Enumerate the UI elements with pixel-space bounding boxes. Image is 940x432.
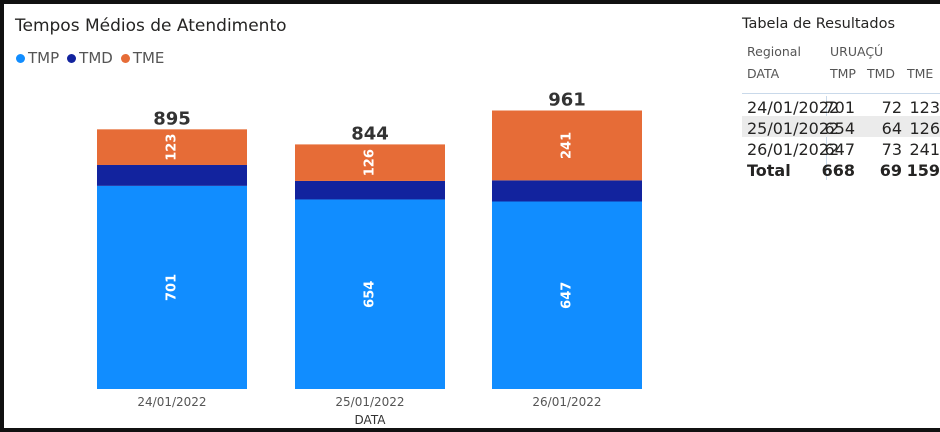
data-label: 654 — [363, 281, 378, 308]
cell-tmp: 647 — [824, 140, 855, 159]
header-regional-label: Regional — [747, 44, 801, 59]
cell-total-label: Total — [747, 161, 791, 180]
cell-tmd: 73 — [881, 140, 902, 159]
legend-dot-icon — [120, 53, 130, 63]
x-tick-label: 24/01/2022 — [137, 395, 206, 409]
bar-segment-tmp[interactable] — [97, 185, 247, 389]
cell-date: 25/01/2022 — [747, 119, 840, 138]
chart-title: Tempos Médios de Atendimento — [15, 16, 287, 36]
legend-item-tmp[interactable]: TMP — [16, 49, 59, 67]
legend-label: TMP — [28, 49, 60, 67]
legend-label: TMD — [79, 49, 113, 67]
data-label: 241 — [560, 132, 575, 159]
header-date-label: DATA — [747, 66, 780, 81]
bar-segment-tme[interactable] — [295, 144, 445, 181]
data-label: 647 — [560, 282, 575, 309]
cell-tme: 159 — [906, 161, 940, 180]
bar-segment-tmd[interactable] — [295, 180, 445, 200]
table-row[interactable]: 24/01/2022 701 72 123 — [742, 95, 940, 117]
x-tick-label: 25/01/2022 — [335, 395, 404, 409]
data-label: 123 — [165, 134, 180, 161]
cell-date: 24/01/2022 — [747, 98, 840, 117]
data-label: 126 — [363, 149, 378, 176]
table-divider — [742, 93, 940, 94]
cell-tme: 123 — [909, 98, 940, 117]
bar-segment-tme[interactable] — [97, 129, 247, 165]
table-title: Tabela de Resultados — [742, 16, 896, 32]
x-tick-label: 26/01/2022 — [532, 395, 601, 409]
column-header-tmd[interactable]: TMD — [867, 66, 896, 81]
header-regional-value: URUAÇÚ — [830, 44, 884, 59]
bar-segment-tmd[interactable] — [492, 180, 642, 202]
column-header-tme[interactable]: TME — [907, 66, 934, 81]
cell-tmd: 64 — [881, 119, 902, 138]
bar-segment-tmp[interactable] — [295, 199, 445, 389]
cell-tmd: 69 — [879, 161, 902, 180]
legend-item-tme[interactable]: TME — [120, 49, 165, 67]
legend-item-tmd[interactable]: TMD — [67, 49, 113, 67]
cell-tmp: 701 — [824, 98, 855, 117]
results-table: Tabela de Resultados Regional URUAÇÚ DAT… — [742, 16, 940, 180]
bar-segment-tmp[interactable] — [492, 201, 642, 389]
legend-dot-icon — [67, 53, 77, 63]
cell-tme: 126 — [909, 119, 940, 138]
chart-legend: TMP TMD TME — [16, 49, 164, 67]
legend-label: TME — [132, 49, 165, 67]
column-header-tmp[interactable]: TMP — [830, 66, 856, 81]
table-row[interactable]: 25/01/2022 654 64 126 — [742, 116, 940, 138]
cell-date: 26/01/2022 — [747, 140, 840, 159]
bar-segment-tmd[interactable] — [97, 164, 247, 186]
table-row[interactable]: 26/01/2022 647 73 241 — [742, 137, 940, 159]
cell-tme: 241 — [909, 140, 940, 159]
total-label: 844 — [351, 123, 389, 144]
table-total-row[interactable]: Total 668 69 159 — [742, 158, 940, 180]
x-axis-title: DATA — [355, 413, 387, 427]
legend-dot-icon — [16, 53, 25, 63]
table-divider — [826, 96, 827, 180]
cell-tmd: 72 — [881, 98, 902, 117]
total-label: 895 — [153, 108, 191, 129]
stacked-bar-chart: 701 123 895 24/01/2022 654 126 844 25/01/2022 64… — [97, 90, 642, 427]
bar-segment-tme[interactable] — [492, 110, 642, 181]
cell-tmp: 654 — [824, 119, 855, 138]
total-label: 961 — [548, 90, 586, 111]
cell-tmp: 668 — [821, 161, 855, 180]
data-label: 701 — [165, 274, 180, 301]
